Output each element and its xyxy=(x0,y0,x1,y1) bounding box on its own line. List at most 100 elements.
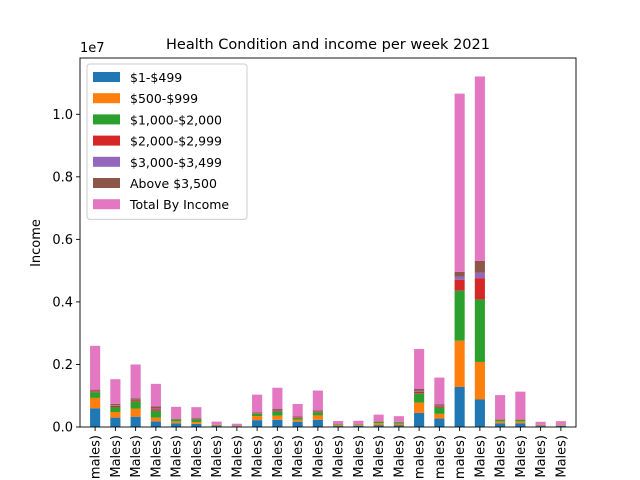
bar-segment-series6-cat11 xyxy=(312,390,323,411)
bar-segment-series3-cat19 xyxy=(474,278,485,300)
bar-segment-series5-cat10 xyxy=(292,416,303,418)
bar-segment-series2-cat10 xyxy=(292,417,303,420)
legend-swatch xyxy=(93,178,120,188)
y-tick-label: 0.2 xyxy=(52,358,73,373)
bar-segment-series0-cat10 xyxy=(292,421,303,427)
bar-segment-series6-cat21 xyxy=(515,391,526,420)
bar-segment-series0-cat4 xyxy=(171,423,182,427)
bar-segment-series6-cat19 xyxy=(474,76,485,261)
bar-segment-series1-cat13 xyxy=(353,424,364,426)
bar-segment-series2-cat18 xyxy=(454,290,465,341)
bar-segment-series2-cat5 xyxy=(191,419,202,422)
bar-segment-series5-cat3 xyxy=(150,406,161,409)
y-tick-label: 0.6 xyxy=(52,233,73,248)
bar-segment-series2-cat15 xyxy=(393,422,404,424)
bar-segment-series1-cat21 xyxy=(515,421,526,424)
bar-segment-series3-cat9 xyxy=(272,410,283,412)
bar-segment-series2-cat12 xyxy=(333,424,344,426)
y-tick-label: 1.0 xyxy=(52,108,73,123)
bar-segment-series1-cat5 xyxy=(191,422,202,424)
bar-segment-series2-cat17 xyxy=(434,407,445,414)
x-tick-label: Males) xyxy=(190,435,205,478)
x-tick-label: Males) xyxy=(311,435,326,478)
bar-segment-series1-cat14 xyxy=(373,423,384,426)
legend-swatch xyxy=(93,135,120,146)
bar-segment-series0-cat19 xyxy=(474,399,485,427)
bar-segment-series2-cat19 xyxy=(474,299,485,362)
bar-segment-series6-cat23 xyxy=(555,421,566,425)
bar-segment-series2-cat6 xyxy=(211,424,222,426)
bar-segment-series1-cat15 xyxy=(393,423,404,426)
x-tick-label: Males) xyxy=(372,435,387,478)
bar-segment-series0-cat23 xyxy=(555,425,566,427)
bar-segment-series3-cat0 xyxy=(90,391,101,393)
legend-swatch xyxy=(93,199,120,210)
chart-title: Health Condition and income per week 202… xyxy=(166,37,490,53)
bar-segment-series0-cat8 xyxy=(252,420,263,427)
bar-segment-series2-cat11 xyxy=(312,412,323,416)
bar-segment-series2-cat2 xyxy=(130,401,141,409)
bar-segment-series1-cat11 xyxy=(312,415,323,420)
bar-segment-series3-cat18 xyxy=(454,279,465,291)
bar-segment-series0-cat6 xyxy=(211,426,222,427)
bar-segment-series0-cat21 xyxy=(515,423,526,427)
bar-segment-series2-cat14 xyxy=(373,421,384,424)
legend-swatch xyxy=(93,72,120,82)
y-axis: 0.0 0.2 0.4 0.6 0.8 1.0 xyxy=(52,108,80,436)
bar-segment-series0-cat5 xyxy=(191,423,202,427)
bar-segment-series1-cat3 xyxy=(150,417,161,422)
bar-segment-series3-cat8 xyxy=(252,413,263,414)
bar-segment-series6-cat4 xyxy=(171,406,182,419)
bar-segment-series3-cat16 xyxy=(414,391,425,394)
x-tick-label: males) xyxy=(413,435,428,479)
bar-segment-series6-cat1 xyxy=(110,379,121,404)
legend-entry: $2,000-$2,999 xyxy=(130,134,222,149)
y-axis-offset-label: 1e7 xyxy=(80,41,105,56)
bar-segment-series1-cat19 xyxy=(474,361,485,400)
bar-segment-series6-cat15 xyxy=(393,416,404,422)
bar-segment-series0-cat13 xyxy=(353,425,364,427)
legend-swatch xyxy=(93,114,120,125)
bar-segment-series6-cat13 xyxy=(353,420,364,425)
x-tick-label: Males) xyxy=(332,435,347,478)
bar-segment-series6-cat5 xyxy=(191,407,202,419)
bar-segment-series6-cat10 xyxy=(292,404,303,417)
x-tick-label: Males) xyxy=(392,435,407,478)
bar-segment-series6-cat12 xyxy=(333,421,344,425)
legend-entry: $1,000-$2,000 xyxy=(130,112,222,127)
y-tick-label: 0.0 xyxy=(52,421,73,436)
bar-segment-series3-cat17 xyxy=(434,406,445,408)
bar-segment-series2-cat0 xyxy=(90,392,101,398)
bar-segment-series3-cat11 xyxy=(312,411,323,413)
bar-segment-series1-cat12 xyxy=(333,425,344,427)
bar-segment-series0-cat14 xyxy=(373,425,384,427)
bar-segment-series5-cat19 xyxy=(474,260,485,273)
bar-segment-series5-cat9 xyxy=(272,409,283,410)
legend-entry: $500-$999 xyxy=(130,91,198,106)
bar-segment-series1-cat2 xyxy=(130,408,141,417)
x-tick-label: Males) xyxy=(230,435,245,478)
x-tick-label: Males) xyxy=(514,435,529,478)
bar-segment-series5-cat2 xyxy=(130,398,141,400)
bar-segment-series2-cat8 xyxy=(252,413,263,417)
bar-segment-series1-cat16 xyxy=(414,402,425,413)
bar-segment-series0-cat2 xyxy=(130,416,141,427)
x-tick-label: males) xyxy=(89,435,104,479)
y-axis-label: Income xyxy=(29,219,44,267)
legend-entry: Total By Income xyxy=(129,197,229,212)
bar-segment-series3-cat5 xyxy=(191,418,202,420)
bar-segment-series1-cat20 xyxy=(495,421,506,424)
legend-swatch xyxy=(93,156,120,167)
x-tick-label: Males) xyxy=(554,435,569,478)
bar-segment-series4-cat18 xyxy=(454,276,465,280)
x-tick-label: Males) xyxy=(494,435,509,478)
bar-segment-series0-cat0 xyxy=(90,408,101,427)
bar-segment-series6-cat16 xyxy=(414,348,425,390)
bar-segment-series0-cat3 xyxy=(150,421,161,427)
bar-segment-series6-cat18 xyxy=(454,93,465,272)
bar-segment-series2-cat1 xyxy=(110,406,121,412)
bar-segment-series1-cat17 xyxy=(434,413,445,419)
bar-segment-series4-cat16 xyxy=(414,390,425,392)
x-axis: males) Males) Males) Males) Males) Males) Male… xyxy=(89,427,569,479)
